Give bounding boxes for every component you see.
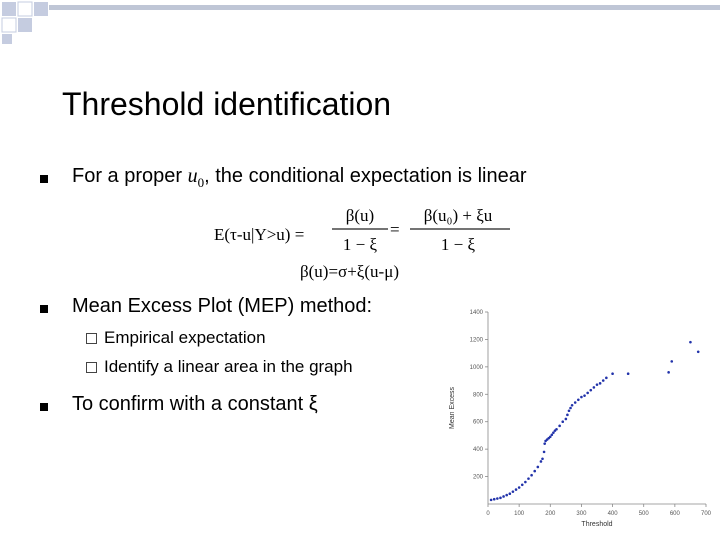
data-point [520,483,524,487]
bullet-1-text: For a proper u0, the conditional expecta… [72,165,527,191]
y-tick-label: 1000 [470,365,484,371]
data-point [536,465,540,469]
data-point [548,435,552,439]
data-point [696,350,700,354]
data-point [586,391,589,395]
data-point [542,450,546,454]
data-point [567,409,571,413]
bullet-marker [40,175,48,183]
data-point [541,457,544,461]
data-point [598,382,602,385]
data-point [514,488,518,491]
data-point [566,413,569,417]
y-tick-label: 400 [473,447,484,453]
data-point [508,492,512,496]
sub-bullet-1: Empirical expectation [104,328,266,347]
bullet-1-sub: 0 [197,175,205,190]
bullet-marker [40,403,48,411]
y-tick-label: 1200 [470,337,484,343]
data-point [601,379,605,382]
data-point [492,497,496,501]
data-point [527,477,530,480]
x-axis-title: Threshold [581,521,612,528]
data-point [543,442,546,445]
data-point [550,433,554,437]
title-rule [49,5,720,10]
slide-title: Threshold identification [62,86,392,122]
formula-lhs: E(τ-u|Y>u) = [214,225,304,244]
data-point [499,496,502,500]
data-point [533,469,537,473]
data-point [552,431,555,434]
formula-frac1-den: 1 − ξ [343,235,378,254]
bullet-1-var: u [187,165,198,187]
data-point [517,486,521,489]
beta-equation: β(u)=σ+ξ(u-μ) [300,262,399,281]
data-point [595,383,599,386]
data-point [573,401,577,404]
x-tick-label: 500 [639,511,650,517]
sub-bullet-2: Identify a linear area in the graph [104,357,353,376]
data-point [667,371,670,374]
data-point [489,498,493,502]
data-point [569,406,572,410]
data-point [502,495,505,498]
x-tick-label: 0 [486,511,490,517]
sub-bullet-checkbox-icon [86,333,97,344]
data-point [626,372,630,376]
data-point [605,376,608,380]
formula-equals: = [390,220,400,239]
bullet-marker [40,305,48,313]
y-tick-label: 800 [473,392,484,398]
data-point [570,403,574,407]
formula-frac1-num: β(u) [346,206,374,225]
data-point [611,372,614,376]
x-tick-label: 200 [545,511,556,517]
y-tick-label: 200 [473,475,484,481]
formula-frac2-num: β(u₀) + ξu [424,206,493,225]
mean-excess-plot: 200 400 600 800 1000 1200 1400 0 100 200 300 400 500… [449,310,712,528]
data-point [530,473,533,477]
data-point [589,388,593,392]
data-point [592,386,596,389]
x-tick-label: 600 [670,511,681,517]
bullet-3-text: To confirm with a constant ξ [72,393,318,415]
x-tick-label: 100 [514,511,525,517]
data-point [561,420,565,424]
x-tick-label: 400 [608,511,619,517]
data-point [555,427,558,431]
y-tick-label: 1400 [470,310,484,316]
y-tick-label: 600 [473,420,484,426]
bullet-1-prefix: For a proper [72,165,188,187]
formula-frac2-den: 1 − ξ [441,235,476,254]
data-point [689,340,692,344]
data-point [583,394,586,397]
bullet-1-suffix: , the conditional expectation is linear [204,165,527,187]
conditional-expectation-formula: E(τ-u|Y>u) = β(u) 1 − ξ = β(u₀) + ξu 1 −… [214,206,510,254]
data-point [580,395,583,399]
data-point [577,398,580,402]
data-point [524,480,527,484]
bullet-2-text: Mean Excess Plot (MEP) method: [72,295,373,317]
data-point [505,493,508,497]
y-axis-title: Mean Excess [449,386,456,429]
data-point [511,490,515,493]
x-tick-label: 700 [701,511,712,517]
x-tick-label: 300 [576,511,587,517]
data-point [539,460,543,463]
data-point [496,497,499,500]
sub-bullet-checkbox-icon [86,362,97,373]
corner-decoration [1,1,48,44]
data-point [564,417,568,421]
data-point [670,360,674,363]
data-point [558,424,561,428]
